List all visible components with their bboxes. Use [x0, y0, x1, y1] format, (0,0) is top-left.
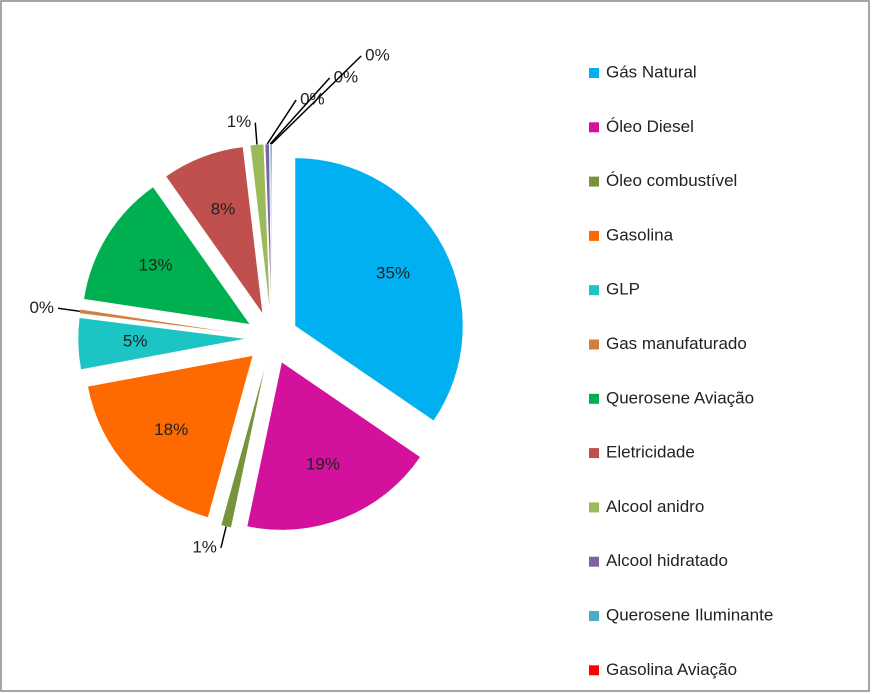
data-label: 1%	[227, 112, 252, 131]
legend-label: Alcool anidro	[606, 497, 704, 516]
leader-line	[270, 55, 362, 145]
data-label: 19%	[306, 455, 340, 474]
leader-line	[266, 99, 297, 145]
legend-label: GLP	[606, 280, 640, 299]
legend-swatch	[589, 611, 599, 621]
legend-swatch	[589, 448, 599, 459]
legend-swatch	[589, 176, 599, 187]
pie-slice	[165, 146, 263, 314]
legend-label: Alcool hidratado	[606, 551, 728, 570]
data-label: 0%	[365, 45, 390, 64]
data-label: 5%	[123, 332, 148, 351]
leader-line	[254, 122, 258, 145]
pie-slice	[87, 355, 254, 518]
legend-label: Gas manufaturado	[606, 334, 747, 353]
data-label: 35%	[376, 264, 410, 283]
legend-label: Gasolina	[606, 225, 674, 244]
data-label: 8%	[211, 200, 236, 219]
legend-swatch	[589, 393, 599, 404]
legend-swatch	[589, 502, 599, 513]
legend-swatch	[589, 285, 599, 296]
legend-swatch	[589, 339, 599, 350]
legend-swatch	[589, 68, 599, 78]
pie-slice	[294, 157, 464, 422]
pie-slice	[83, 186, 251, 325]
legend-label: Óleo combustível	[606, 171, 737, 190]
legend-label: Óleo Diesel	[606, 117, 694, 136]
legend-label: Querosene Aviação	[606, 388, 754, 407]
legend-label: Eletricidade	[606, 443, 695, 462]
data-label: 13%	[139, 256, 173, 275]
legend-swatch	[589, 230, 599, 241]
pie-slice	[77, 317, 247, 370]
legend-label: Gasolina Aviação	[606, 660, 737, 679]
legend-swatch	[589, 122, 599, 133]
legend-swatch	[589, 556, 599, 567]
leader-line	[57, 307, 80, 313]
leader-line	[269, 77, 331, 145]
legend-swatch	[589, 665, 599, 676]
legend-label: Gás Natural	[606, 62, 697, 81]
data-label: 0%	[29, 298, 54, 317]
legend-label: Querosene Iluminante	[606, 605, 773, 624]
data-label: 0%	[334, 67, 359, 86]
data-label: 18%	[154, 420, 188, 439]
pie-slice	[246, 361, 421, 531]
leader-line	[220, 526, 227, 549]
data-label: 1%	[192, 537, 217, 556]
